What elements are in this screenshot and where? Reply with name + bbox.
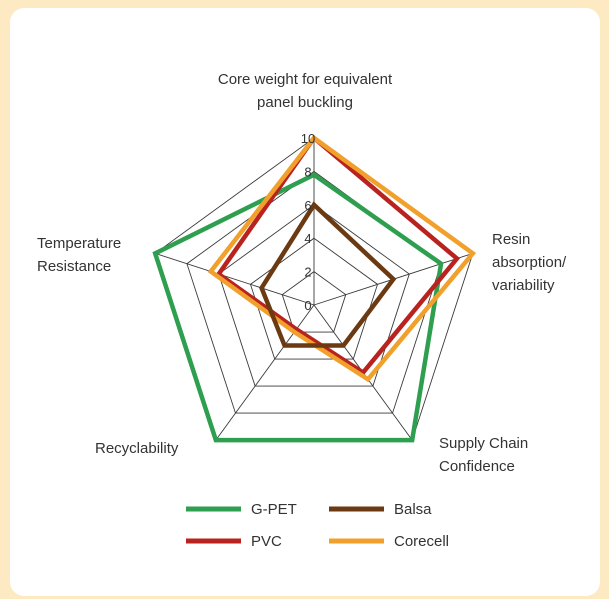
- tick-label: 6: [304, 198, 311, 213]
- series-pvc: [215, 134, 461, 376]
- axis-label: absorption/: [492, 254, 567, 271]
- series-g-pet: [152, 172, 444, 443]
- legend-label: PVC: [251, 533, 282, 550]
- axis-label: variability: [492, 277, 555, 294]
- grid-ring: [249, 237, 379, 360]
- legend-label: Balsa: [394, 501, 432, 518]
- grid-spoke: [155, 252, 315, 306]
- axis-label: Recyclability: [95, 440, 179, 457]
- grid-ring: [218, 204, 410, 387]
- axis-label: Core weight for equivalent: [218, 71, 393, 88]
- grid-ring: [281, 271, 347, 333]
- series-balsa: [259, 201, 397, 348]
- legend: G-PET Balsa PVC Corecell: [186, 501, 449, 550]
- grid-spoke: [215, 304, 315, 441]
- axis-label: panel buckling: [257, 94, 353, 111]
- tick-label: 2: [304, 265, 311, 280]
- tick-label: 4: [304, 231, 311, 246]
- tick-label: 10: [301, 131, 315, 146]
- axis-label: Confidence: [439, 458, 515, 475]
- radar-ticks: 0 2 4 6 8 10: [301, 131, 315, 313]
- axis-label: Resistance: [37, 258, 111, 275]
- legend-label: Corecell: [394, 533, 449, 550]
- axis-label: Temperature: [37, 235, 121, 252]
- legend-label: G-PET: [251, 501, 297, 518]
- radar-axis-labels: Core weight for equivalent panel buckling…: [37, 71, 567, 475]
- tick-label: 8: [304, 164, 311, 179]
- tick-label: 0: [304, 298, 311, 313]
- axis-label: Resin: [492, 231, 530, 248]
- series-corecell: [207, 134, 477, 383]
- radar-series: [152, 134, 477, 443]
- axis-label: Supply Chain: [439, 435, 528, 452]
